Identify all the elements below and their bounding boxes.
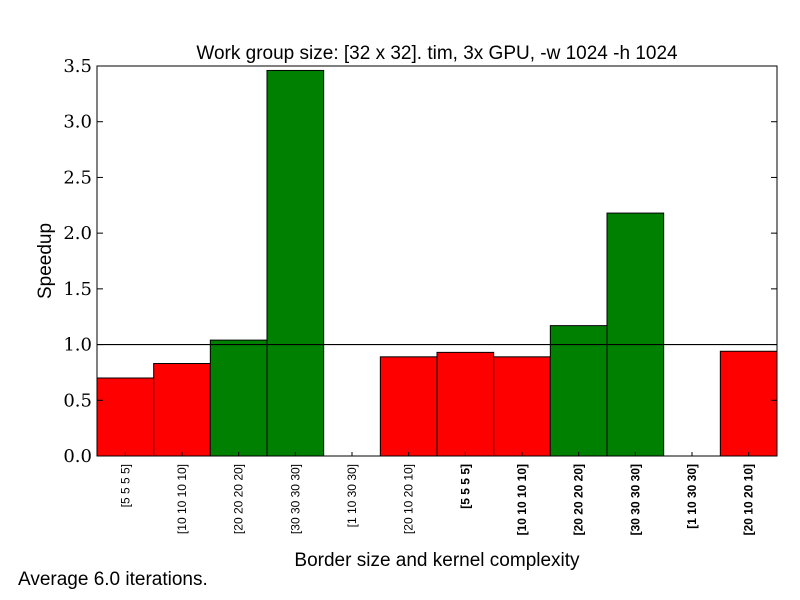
- x-axis-label: Border size and kernel complexity: [294, 550, 580, 571]
- bar-10: [606, 212, 665, 457]
- y-tick-label: 0.0: [63, 446, 92, 467]
- x-tick-label: [20 20 20 20]: [232, 464, 246, 534]
- x-tick-label: [1 10 30 30]: [345, 464, 359, 527]
- bar-7: [436, 351, 495, 457]
- bar-9: [549, 325, 608, 457]
- y-tick-label: 3.5: [63, 56, 92, 77]
- y-axis-label: Speedup: [35, 223, 56, 299]
- x-tick-label: [20 10 20 10]: [402, 464, 416, 534]
- bar-6: [379, 356, 438, 457]
- x-tick-label: [30 30 30 30]: [628, 464, 642, 535]
- bar-4: [266, 69, 325, 457]
- bar-3: [209, 339, 268, 457]
- y-axis: 0.0 0.5 1.0 1.5 2.0 2.5 3.0 3.5: [63, 56, 777, 467]
- bars-group: [96, 69, 778, 457]
- x-tick-label: [10 10 10 10]: [175, 464, 189, 534]
- y-tick-label: 2.5: [63, 167, 92, 188]
- x-tick-label: [30 30 30 30]: [288, 464, 302, 534]
- bar-8: [493, 356, 551, 457]
- x-tick-label: [20 20 20 20]: [572, 464, 586, 535]
- footnote: Average 6.0 iterations.: [18, 569, 208, 590]
- y-tick-label: 1.0: [63, 335, 92, 356]
- bar-1: [96, 377, 155, 457]
- y-tick-label: 0.5: [63, 390, 92, 411]
- x-axis: [5 5 5 5] [10 10 10 10] [20 20 20 20] [30 3…: [118, 452, 756, 535]
- plot-frame: [96, 65, 778, 457]
- x-tick-label: [10 10 10 10]: [515, 464, 529, 535]
- bar-2: [153, 363, 211, 457]
- y-tick-label: 2.0: [63, 223, 92, 244]
- y-tick-label: 3.0: [63, 112, 92, 133]
- chart-title: Work group size: [32 x 32]. tim, 3x GPU,…: [196, 43, 678, 64]
- bar-12: [719, 350, 778, 457]
- y-tick-label: 1.5: [63, 279, 92, 300]
- x-tick-label: [20 10 20 10]: [742, 464, 756, 535]
- x-tick-label: [5 5 5 5]: [458, 464, 472, 509]
- x-tick-label: [1 10 30 30]: [685, 464, 699, 529]
- x-tick-label: [5 5 5 5]: [118, 464, 132, 507]
